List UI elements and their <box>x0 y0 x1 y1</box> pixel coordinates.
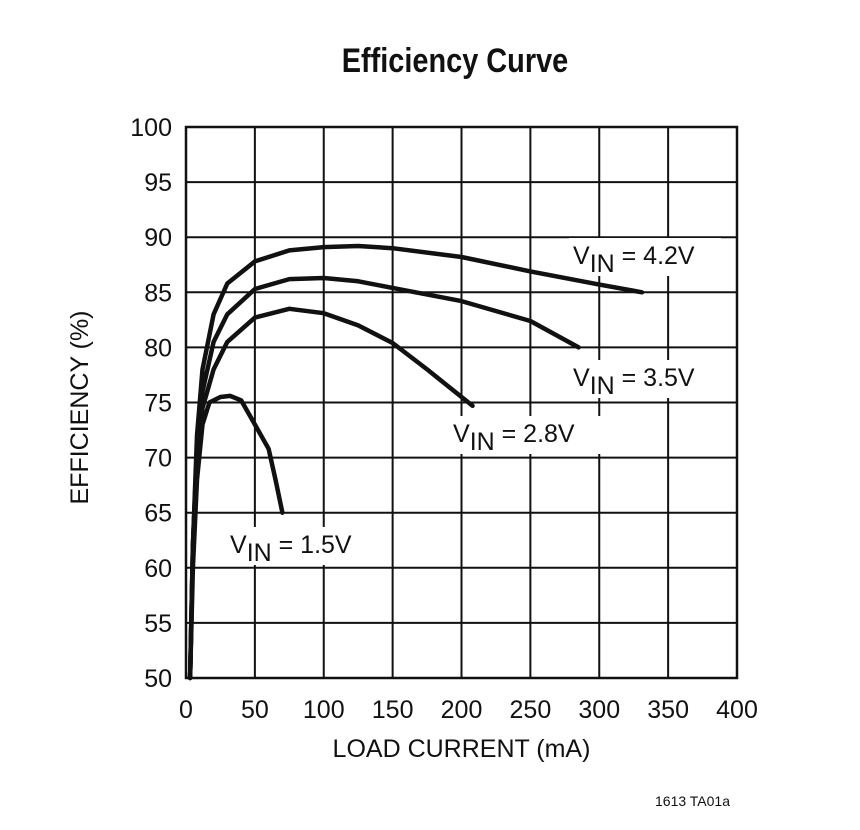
y-tick-label: 65 <box>144 500 172 528</box>
y-tick-label: 80 <box>144 334 172 362</box>
series-label-bg <box>226 527 356 565</box>
series-label: VIN = 1.5V <box>230 531 352 567</box>
y-tick-label: 75 <box>144 390 172 418</box>
y-tick-label: 60 <box>144 555 172 583</box>
x-tick-label: 200 <box>441 696 483 724</box>
y-tick-label: 100 <box>130 114 172 142</box>
x-tick-label: 0 <box>179 696 193 724</box>
x-axis-label: LOAD CURRENT (mA) <box>333 735 591 763</box>
series-line <box>187 393 285 681</box>
series-label: VIN = 3.5V <box>573 364 695 400</box>
x-tick-label: 150 <box>372 696 414 724</box>
x-tick-label: 100 <box>303 696 345 724</box>
y-axis-label: EFFICIENCY (%) <box>66 311 94 505</box>
series-label-bg <box>569 238 721 276</box>
chart-title: Efficiency Curve <box>341 42 569 80</box>
x-tick-label: 400 <box>716 696 758 724</box>
series-label-bg <box>569 360 721 398</box>
y-tick-label: 95 <box>144 169 172 197</box>
y-tick-label: 50 <box>144 665 172 693</box>
y-tick-label: 90 <box>144 224 172 252</box>
series-label-bg <box>449 416 601 454</box>
series-label: VIN = 2.8V <box>453 420 575 456</box>
x-tick-label: 50 <box>241 696 269 724</box>
series-label: VIN = 4.2V <box>573 242 695 278</box>
y-tick-label: 85 <box>144 279 172 307</box>
x-tick-label: 350 <box>647 696 689 724</box>
x-tick-label: 250 <box>510 696 552 724</box>
y-tick-label: 55 <box>144 610 172 638</box>
series-line <box>187 243 645 681</box>
figure-code: 1613 TA01a <box>655 793 730 809</box>
y-tick-label: 70 <box>144 445 172 473</box>
plot-frame <box>184 125 739 680</box>
x-tick-label: 300 <box>578 696 620 724</box>
